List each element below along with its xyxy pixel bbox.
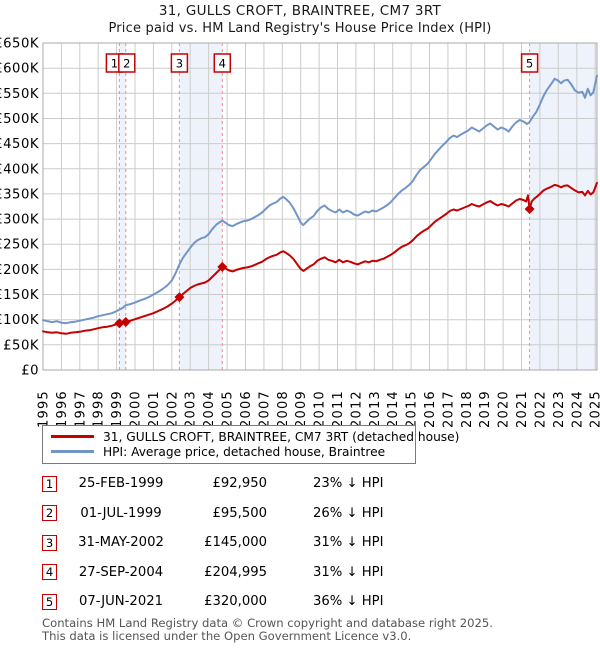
svg-text:£400K: £400K (0, 162, 39, 177)
svg-text:£300K: £300K (0, 213, 39, 228)
svg-text:5: 5 (526, 57, 533, 71)
sale-number-badge: 5 (42, 593, 57, 610)
sale-row: 4 27-SEP-2004 £204,995 31% ↓ HPI (42, 564, 384, 581)
svg-text:4: 4 (219, 57, 226, 71)
svg-text:£50K: £50K (3, 338, 39, 353)
license-footer: Contains HM Land Registry data © Crown c… (42, 617, 493, 642)
svg-text:2022: 2022 (533, 390, 548, 428)
sale-row: 2 01-JUL-1999 £95,500 26% ↓ HPI (42, 505, 384, 522)
chart-subtitle: Price paid vs. HM Land Registry's House … (108, 21, 492, 36)
svg-text:£100K: £100K (0, 313, 39, 328)
svg-text:£500K: £500K (0, 112, 39, 127)
svg-text:2001: 2001 (147, 390, 162, 428)
svg-text:2019: 2019 (478, 390, 493, 428)
svg-text:2025: 2025 (589, 390, 600, 428)
svg-text:2020: 2020 (497, 390, 512, 428)
hpi-line-sample (51, 450, 94, 453)
svg-text:2005: 2005 (221, 390, 236, 428)
sale-hpi-diff: 36% ↓ HPI (313, 594, 384, 609)
svg-text:2016: 2016 (423, 390, 438, 428)
svg-text:£250K: £250K (0, 238, 39, 253)
svg-text:£150K: £150K (0, 288, 39, 303)
svg-text:2004: 2004 (202, 390, 217, 428)
svg-text:2000: 2000 (129, 390, 144, 428)
svg-text:2018: 2018 (460, 390, 475, 428)
svg-text:£450K: £450K (0, 137, 39, 152)
sale-number-badge: 3 (42, 534, 57, 551)
svg-text:2012: 2012 (349, 390, 364, 428)
sale-row: 1 25-FEB-1999 £92,950 23% ↓ HPI (42, 475, 384, 492)
sale-date: 25-FEB-1999 (78, 476, 164, 491)
svg-text:2009: 2009 (294, 390, 309, 428)
svg-text:1998: 1998 (92, 390, 107, 428)
svg-text:2017: 2017 (441, 390, 456, 428)
svg-text:£550K: £550K (0, 87, 39, 102)
sale-date: 27-SEP-2004 (78, 564, 164, 580)
svg-text:2007: 2007 (257, 390, 272, 428)
sale-number-badge: 1 (42, 475, 57, 492)
legend-item-property: 31, GULLS CROFT, BRAINTREE, CM7 3RT (det… (43, 429, 459, 444)
svg-text:3: 3 (176, 57, 183, 71)
svg-text:2023: 2023 (552, 390, 567, 428)
svg-text:2024: 2024 (570, 390, 585, 428)
legend-hpi-label: HPI: Average price, detached house, Brai… (103, 444, 386, 459)
sale-row: 5 07-JUN-2021 £320,000 36% ↓ HPI (42, 593, 384, 610)
sale-hpi-diff: 26% ↓ HPI (313, 505, 384, 521)
price-vs-hpi-chart: £0 £50K £100K £150K £200K £250K £300K £350K £400… (0, 37, 600, 429)
svg-text:2008: 2008 (276, 390, 291, 428)
svg-text:£600K: £600K (0, 62, 39, 77)
svg-text:£650K: £650K (0, 37, 39, 52)
svg-text:2010: 2010 (313, 390, 328, 428)
sale-hpi-diff: 31% ↓ HPI (313, 535, 384, 550)
sale-price: £92,950 (212, 476, 267, 491)
svg-text:2014: 2014 (386, 390, 401, 428)
svg-text:2006: 2006 (239, 390, 254, 428)
sale-hpi-diff: 31% ↓ HPI (313, 564, 384, 580)
sale-date: 07-JUN-2021 (78, 594, 163, 609)
svg-text:1996: 1996 (55, 390, 70, 428)
license-line-1: Contains HM Land Registry data © Crown c… (42, 616, 493, 630)
sale-row: 3 31-MAY-2002 £145,000 31% ↓ HPI (42, 534, 384, 551)
sale-number-badge: 2 (42, 505, 57, 521)
sale-price: £204,995 (204, 564, 267, 580)
svg-text:2002: 2002 (165, 390, 180, 428)
sale-hpi-diff: 23% ↓ HPI (313, 476, 384, 491)
svg-text:2011: 2011 (331, 390, 346, 428)
sale-price: £95,500 (212, 505, 267, 521)
svg-text:£0: £0 (21, 364, 39, 379)
legend-item-hpi: HPI: Average price, detached house, Brai… (43, 444, 415, 459)
svg-text:2021: 2021 (515, 390, 530, 428)
svg-text:£200K: £200K (0, 263, 39, 278)
svg-text:1995: 1995 (37, 390, 52, 428)
svg-text:2: 2 (123, 57, 130, 71)
license-line-2: This data is licensed under the Open Gov… (42, 628, 412, 643)
sale-price: £145,000 (204, 535, 267, 550)
svg-text:1999: 1999 (110, 390, 125, 428)
sale-date: 01-JUL-1999 (80, 505, 162, 521)
svg-text:1997: 1997 (73, 390, 88, 428)
legend-property-label: 31, GULLS CROFT, BRAINTREE, CM7 3RT (det… (103, 429, 460, 444)
chart-legend: 31, GULLS CROFT, BRAINTREE, CM7 3RT (det… (42, 425, 459, 464)
svg-text:2003: 2003 (184, 390, 199, 428)
svg-text:2013: 2013 (368, 390, 383, 428)
svg-text:2015: 2015 (405, 390, 420, 428)
svg-text:1: 1 (111, 57, 118, 71)
sales-table: 1 25-FEB-1999 £92,950 23% ↓ HPI 2 01-JUL… (42, 475, 384, 623)
page-title: 31, GULLS CROFT, BRAINTREE, CM7 3RT (158, 3, 442, 19)
sale-price: £320,000 (204, 594, 267, 609)
svg-text:£350K: £350K (0, 187, 39, 202)
property-line-sample (51, 435, 94, 438)
sale-number-badge: 4 (42, 564, 57, 580)
sale-date: 31-MAY-2002 (78, 535, 164, 550)
